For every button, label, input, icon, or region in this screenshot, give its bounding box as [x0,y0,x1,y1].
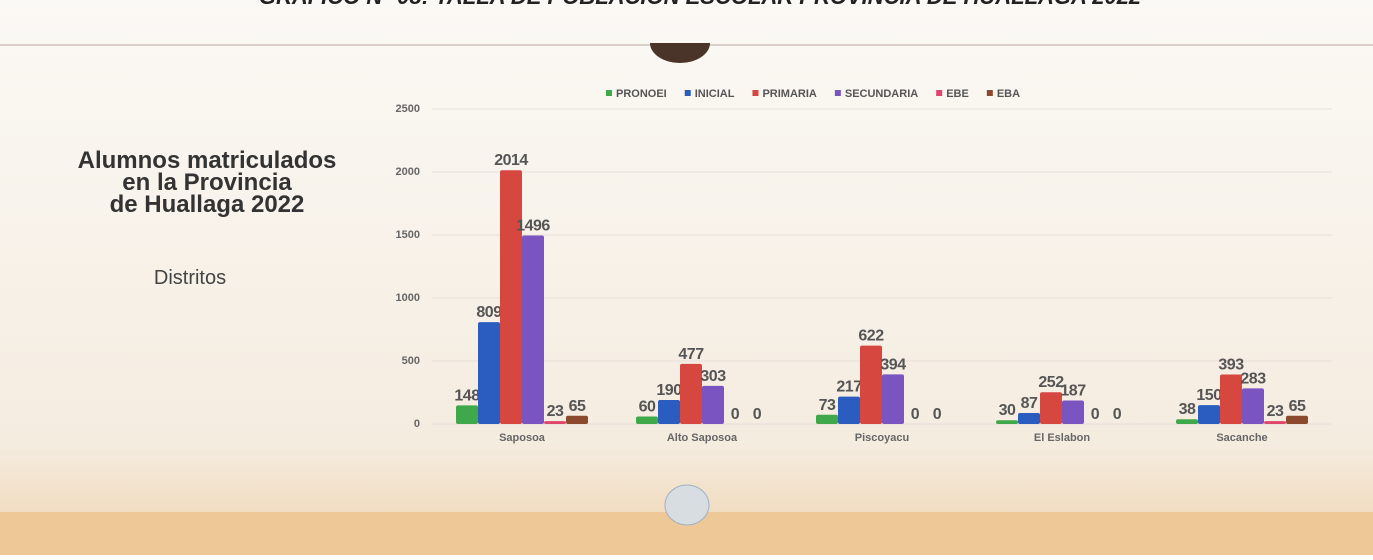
legend-swatch [834,90,841,96]
bar [860,345,882,424]
bar [1176,419,1198,424]
bar [816,414,838,424]
legend-swatch [684,90,691,96]
y-tick-label: 1500 [396,229,420,241]
value-label: 30 [999,402,1016,419]
value-label: 622 [858,328,884,345]
bar [838,396,860,424]
value-label: 252 [1038,374,1064,391]
bar [522,235,544,424]
bar [658,400,680,424]
slide-title: GRÁFICO N° 08: TALLA DE POBLACIÓN ESCOLA… [259,0,1142,9]
bar [1242,388,1264,424]
value-label: 87 [1021,395,1038,412]
bar [680,363,702,424]
x-tick-label: Sacanche [1216,432,1267,444]
x-tick-label: Saposoa [499,432,546,444]
value-label: 60 [639,398,656,415]
y-tick-label: 0 [414,418,420,430]
legend-label: INICIAL [695,88,735,100]
value-label: 394 [880,356,906,373]
value-label: 0 [1091,406,1100,423]
bar [636,416,658,424]
value-label: 393 [1218,356,1244,373]
value-label: 0 [753,406,762,423]
legend-label: EBA [997,88,1020,100]
bar [882,374,904,424]
legend-swatch [752,90,759,96]
value-label: 150 [1196,387,1222,404]
y-tick-label: 500 [402,355,420,367]
x-tick-label: Piscoyacu [855,432,909,444]
bar [478,322,500,424]
value-label: 65 [569,398,586,415]
value-label: 0 [933,406,942,423]
legend-swatch [936,90,943,96]
bar [500,170,522,424]
legend-label: PRIMARIA [762,88,816,100]
value-label: 0 [911,406,920,423]
legend-label: EBE [946,88,969,100]
value-label: 0 [731,406,740,423]
bar [1264,421,1286,424]
emblem [664,484,710,526]
bar [544,421,566,424]
bar [456,405,478,424]
value-label: 809 [476,304,502,321]
slide-heading: Alumnos matriculados en la Provincia de Hu… [78,147,337,218]
header-ornament [650,43,710,63]
value-label: 23 [1267,403,1284,420]
bar [1018,413,1040,424]
value-label: 217 [836,379,862,396]
legend-swatch [606,90,612,96]
x-tick-label: Alto Saposoa [667,432,738,444]
value-label: 65 [1289,398,1306,415]
value-label: 148 [454,387,480,404]
value-label: 303 [700,368,726,385]
bar [702,385,724,424]
legend-swatch [986,90,993,96]
value-label: 477 [678,346,704,363]
slide-label: Distritos [154,267,226,289]
value-label: 1496 [516,218,550,235]
bar [996,420,1018,424]
y-tick-label: 2000 [396,166,420,178]
value-label: 73 [819,397,836,414]
value-label: 2014 [494,152,528,169]
legend-label: SECUNDARIA [845,88,918,100]
bar [1040,392,1062,424]
legend-label: PRONOEI [616,88,667,100]
value-label: 190 [656,382,682,399]
value-label: 38 [1179,401,1196,418]
y-tick-label: 1000 [396,292,420,304]
bar [1198,405,1220,424]
value-label: 0 [1113,406,1122,423]
bar [1062,400,1084,424]
value-label: 283 [1240,370,1266,387]
bar [1220,374,1242,424]
x-tick-label: El Eslabon [1034,432,1091,444]
value-label: 23 [547,403,564,420]
bar [566,415,588,424]
y-tick-label: 2500 [396,103,420,115]
bar [1286,415,1308,424]
value-label: 187 [1060,382,1086,399]
